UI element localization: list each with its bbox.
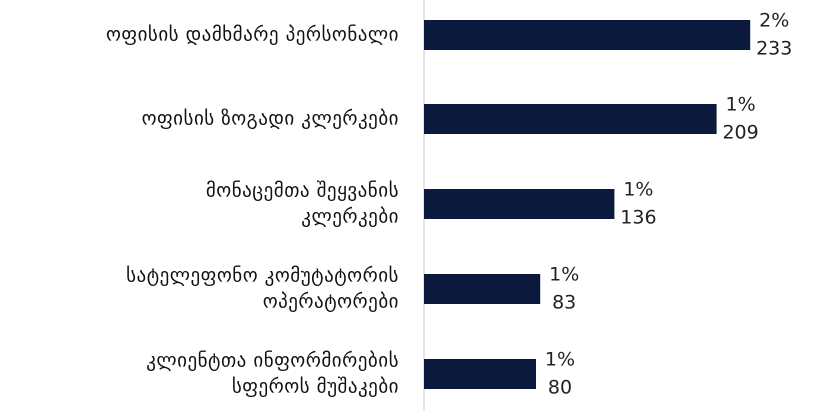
bar-2 [424, 104, 717, 134]
bar-3 [424, 189, 615, 219]
category-label-5-line-2: სფეროს მუშაკები [232, 376, 399, 398]
category-label-1-line-1: ოფისის დამხმარე პერსონალი [106, 24, 399, 46]
percent-label-4: 1% [549, 264, 579, 286]
category-label-4-line-1: სატელეფონო კომუტატორის [126, 265, 399, 287]
bar-5 [424, 359, 536, 389]
category-label-2-line-1: ოფისის ზოგადი კლერკები [142, 108, 399, 130]
percent-label-5: 1% [545, 349, 575, 371]
category-labels-group: ოფისის დამხმარე პერსონალი ოფისის ზოგადი კ… [106, 24, 399, 398]
value-label-2: 209 [722, 122, 758, 144]
percent-label-2: 1% [726, 94, 756, 116]
category-label-3-line-1: მონაცემთა შეყვანის [206, 180, 399, 202]
bar-1 [424, 20, 751, 50]
value-labels-group: 2% 233 1% 209 1% 136 1% 83 1% 80 [545, 10, 792, 399]
category-label-5-line-1: კლიენტთა ინფორმირების [146, 350, 399, 372]
category-label-3-line-2: კლერკები [301, 206, 399, 228]
bar-4 [424, 274, 541, 304]
bars-group [424, 20, 751, 389]
value-label-3: 136 [620, 207, 656, 229]
value-label-5: 80 [548, 377, 572, 399]
percent-label-3: 1% [623, 179, 653, 201]
value-label-4: 83 [552, 292, 576, 314]
category-label-4-line-2: ოპერატორები [263, 291, 399, 313]
value-label-1: 233 [756, 38, 792, 60]
percent-label-1: 2% [759, 10, 789, 32]
